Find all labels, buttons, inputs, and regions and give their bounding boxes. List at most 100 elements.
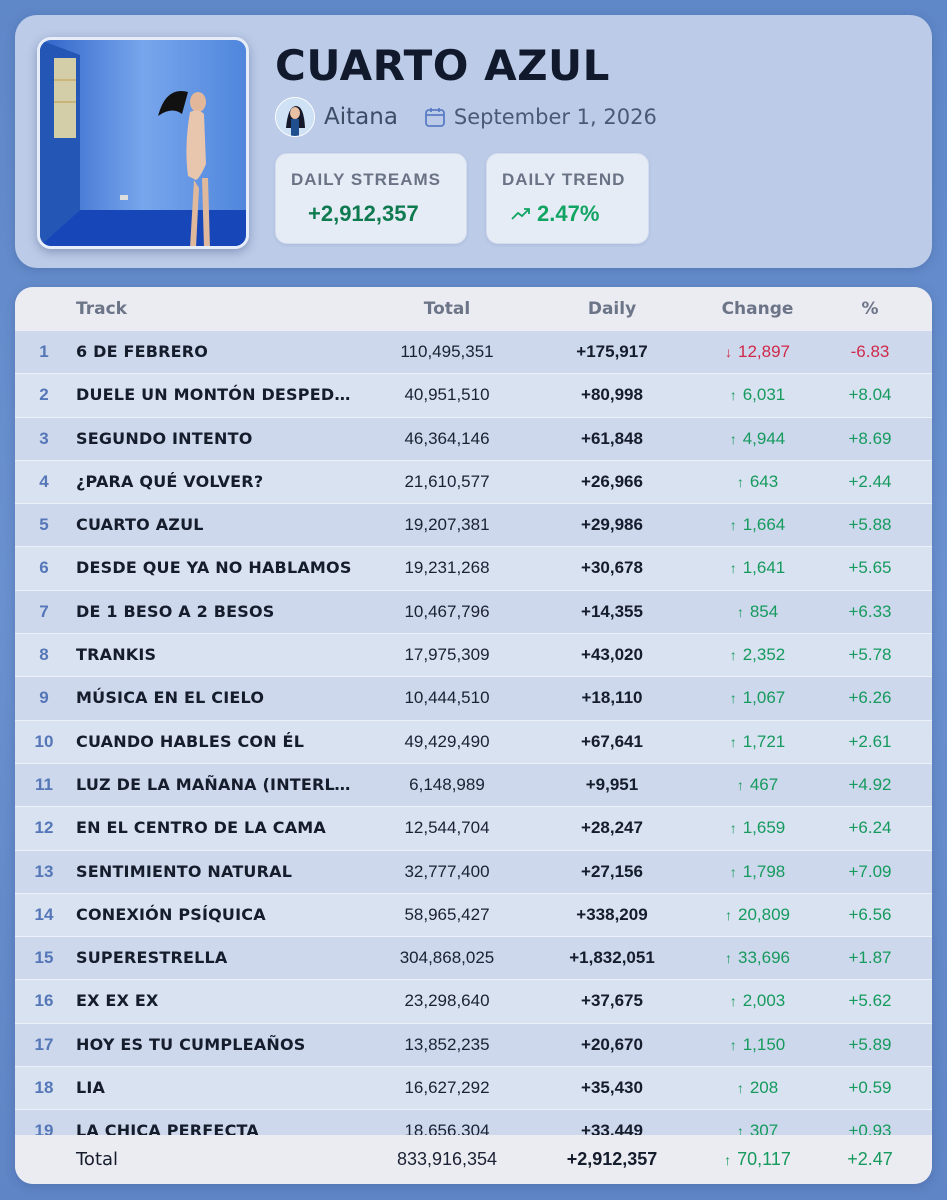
track-name[interactable]: DESDE QUE YA NO HABLAMOS [76, 558, 352, 578]
table-row[interactable]: 14 CONEXIÓN PSÍQUICA 58,965,427 +338,209 ↑ 20… [15, 893, 932, 938]
track-name[interactable]: LUZ DE LA MAÑANA (INTERLU... [76, 774, 356, 794]
album-title: CUARTO AZUL [275, 41, 610, 90]
track-name[interactable]: DE 1 BESO A 2 BESOS [76, 601, 275, 621]
track-percent: +5.65 [848, 558, 892, 578]
arrow-up-icon: ↑ [729, 820, 737, 837]
track-name[interactable]: ¿PARA QUÉ VOLVER? [76, 471, 264, 491]
table-row[interactable]: 13 SENTIMIENTO NATURAL 32,777,400 +27,156 ↑ 1… [15, 850, 932, 894]
track-name[interactable]: CUANDO HABLES CON ÉL [76, 731, 305, 751]
track-name[interactable]: EX EX EX [76, 991, 159, 1011]
table-row[interactable]: 15 SUPERESTRELLA 304,868,025 +1,832,051 ↑ 33,… [15, 937, 932, 981]
track-change-value: 1,067 [742, 688, 786, 708]
table-row[interactable]: 9 MÚSICA EN EL CIELO 10,444,510 +18,110 ↑ 1,0… [15, 677, 932, 721]
track-name[interactable]: EN EL CENTRO DE LA CAMA [76, 818, 327, 838]
track-percent: +5.78 [848, 645, 892, 665]
track-daily: +29,986 [581, 515, 643, 535]
track-name[interactable]: DUELE UN MONTÓN DESPEDIR... [76, 385, 356, 405]
arrow-up-icon: ↑ [729, 690, 737, 707]
header-percent[interactable]: % [861, 299, 879, 319]
table-row[interactable]: 3 SEGUNDO INTENTO 46,364,146 +61,848 ↑ 4,944 +… [15, 417, 932, 461]
header-total[interactable]: Total [423, 299, 471, 319]
table-row[interactable]: 10 CUANDO HABLES CON ÉL 49,429,490 +67,641 ↑… [15, 720, 932, 764]
arrow-up-icon: ↑ [729, 993, 737, 1010]
track-percent: +6.56 [848, 904, 892, 924]
track-name[interactable]: SEGUNDO INTENTO [76, 428, 253, 448]
track-change-value: 20,809 [738, 904, 790, 924]
track-change-value: 643 [749, 471, 779, 491]
arrow-up-icon: ↑ [729, 387, 737, 404]
arrow-up-icon: ↑ [725, 906, 732, 923]
track-name[interactable]: HOY ES TU CUMPLEAÑOS [76, 1034, 306, 1054]
track-percent: +5.62 [848, 991, 892, 1011]
track-percent: +4.92 [848, 774, 892, 794]
album-header-card: CUARTO AZUL Aitana September 1, 2026 DAI… [15, 15, 932, 268]
arrow-up-icon: ↑ [729, 560, 737, 577]
track-percent: +6.26 [848, 688, 892, 708]
table-row[interactable]: 16 EX EX EX 23,298,640 +37,675 ↑ 2,003 +5.62 [15, 980, 932, 1024]
track-daily: +37,675 [581, 991, 643, 1011]
track-number: 16 [34, 991, 54, 1011]
track-daily: +35,430 [581, 1078, 643, 1098]
track-daily: +26,966 [581, 471, 643, 491]
track-total: 19,231,268 [404, 558, 490, 578]
track-percent: +8.04 [848, 385, 892, 405]
track-change: ↑ 2,003 [670, 980, 845, 1022]
header-daily[interactable]: Daily [587, 299, 637, 319]
track-name[interactable]: SUPERESTRELLA [76, 948, 228, 968]
track-daily: +338,209 [576, 904, 648, 924]
artist-avatar-image[interactable] [275, 97, 315, 137]
table-row[interactable]: 5 CUARTO AZUL 19,207,381 +29,986 ↑ 1,664 +5.88 [15, 504, 932, 548]
table-row[interactable]: 17 HOY ES TU CUMPLEAÑOS 13,852,235 +20,670 ↑… [15, 1023, 932, 1068]
track-percent: -6.83 [850, 342, 890, 361]
table-row[interactable]: 18 LIA 16,627,292 +35,430 ↑ 208 +0.59 [15, 1067, 932, 1111]
table-row[interactable]: 8 TRANKIS 17,975,309 +43,020 ↑ 2,352 +5.78 [15, 634, 932, 678]
arrow-up-icon: ↑ [729, 517, 737, 534]
track-change: ↓ 12,897 [670, 331, 845, 373]
track-percent: +8.69 [848, 428, 892, 448]
track-name[interactable]: 6 DE FEBRERO [76, 342, 209, 361]
track-total: 10,444,510 [404, 688, 490, 708]
table-row[interactable]: 11 LUZ DE LA MAÑANA (INTERLU... 6,148,989 +… [15, 763, 932, 808]
track-name[interactable]: MÚSICA EN EL CIELO [76, 688, 265, 708]
trending-up-icon [511, 208, 530, 220]
daily-streams-card: DAILY STREAMS +2,912,357 [275, 153, 467, 244]
table-row[interactable]: 12 EN EL CENTRO DE LA CAMA 12,544,704 +28,2… [15, 807, 932, 851]
track-change: ↑ 1,150 [670, 1024, 845, 1066]
track-number: 17 [34, 1034, 54, 1054]
arrow-up-icon: ↑ [736, 776, 744, 793]
table-header: Track Total Daily Change % [15, 287, 932, 331]
table-row[interactable]: 1 6 DE FEBRERO 110,495,351 +175,917 ↓ 12,897 -… [15, 331, 932, 375]
table-row[interactable]: 6 DESDE QUE YA NO HABLAMOS 19,231,268 +30,6… [15, 547, 932, 591]
arrow-up-icon: ↑ [729, 1036, 737, 1053]
track-number: 14 [34, 904, 54, 924]
track-name[interactable]: SENTIMIENTO NATURAL [76, 861, 293, 881]
track-total: 58,965,427 [404, 904, 490, 924]
track-daily: +80,998 [581, 385, 643, 405]
track-change: ↑ 20,809 [670, 894, 845, 936]
track-daily: +1,832,051 [569, 948, 655, 968]
header-change[interactable]: Change [721, 299, 794, 319]
header-track[interactable]: Track [76, 299, 127, 319]
track-name[interactable]: CUARTO AZUL [76, 515, 204, 535]
track-daily: +30,678 [581, 558, 643, 578]
track-daily: +27,156 [581, 861, 643, 881]
table-row[interactable]: 2 DUELE UN MONTÓN DESPEDIR... 40,951,510 +8… [15, 374, 932, 418]
track-name[interactable]: LIA [76, 1078, 106, 1098]
track-change: ↑ 1,641 [670, 547, 845, 589]
track-change: ↑ 854 [670, 591, 845, 633]
album-cover-image [37, 37, 249, 249]
track-name[interactable]: CONEXIÓN PSÍQUICA [76, 904, 266, 924]
arrow-up-icon: ↑ [736, 473, 744, 490]
footer-change: ↑ 70,117 [670, 1135, 845, 1184]
track-total: 10,467,796 [404, 601, 490, 621]
track-change-value: 1,659 [742, 818, 786, 838]
track-number: 1 [39, 342, 49, 361]
daily-trend-row: 2.47% [511, 201, 599, 227]
track-number: 4 [39, 471, 49, 491]
table-row[interactable]: 4 ¿PARA QUÉ VOLVER? 21,610,577 +26,966 ↑ 643 +… [15, 460, 932, 505]
arrow-up-icon: ↑ [725, 950, 732, 967]
track-name[interactable]: TRANKIS [76, 645, 157, 665]
table-row[interactable]: 7 DE 1 BESO A 2 BESOS 10,467,796 +14,355 ↑ 85… [15, 590, 932, 635]
arrow-up-icon: ↑ [736, 1080, 744, 1097]
artist-name[interactable]: Aitana [324, 104, 398, 130]
